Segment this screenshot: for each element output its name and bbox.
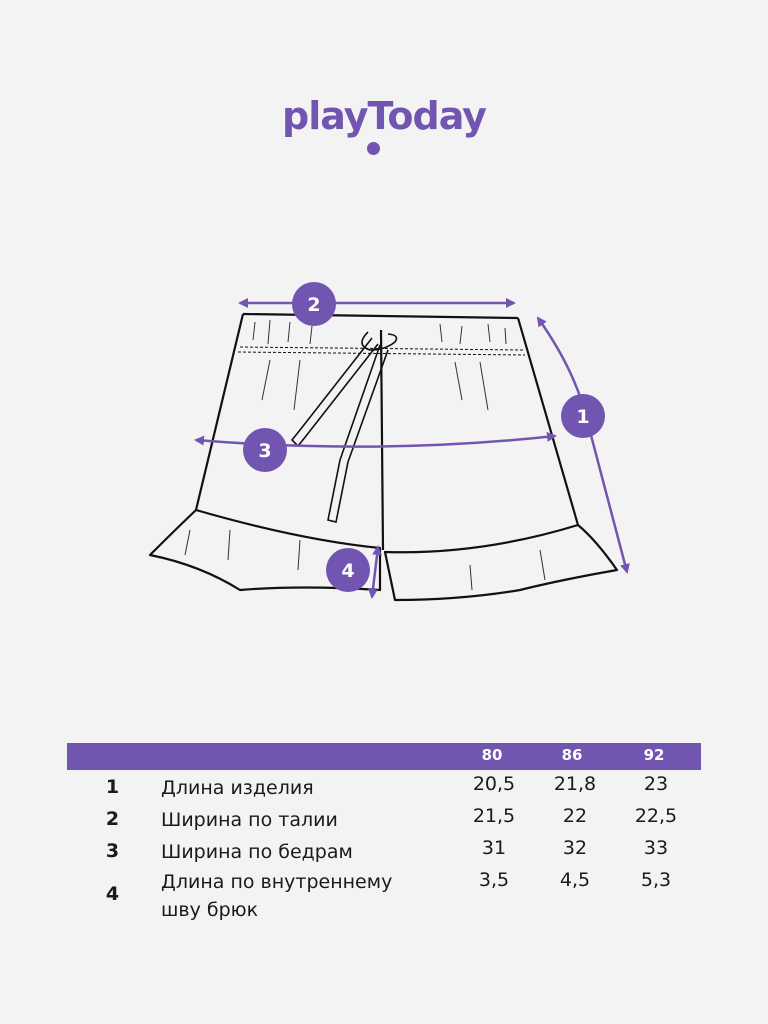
- shorts-outline: [148, 312, 619, 602]
- row-number: 4: [105, 883, 120, 905]
- svg-text:4: 4: [341, 560, 354, 582]
- svg-text:1: 1: [576, 406, 589, 428]
- row-number: 3: [105, 840, 120, 862]
- row-value: 32: [562, 837, 588, 859]
- row-value: 21,5: [472, 805, 516, 827]
- row-value: 22: [562, 805, 588, 827]
- row-value: 33: [643, 837, 669, 859]
- measure-line-1: [536, 316, 630, 574]
- row-value: 23: [643, 773, 669, 795]
- marker-4: 4: [326, 548, 370, 592]
- row-number: 1: [105, 776, 120, 798]
- svg-text:3: 3: [258, 440, 271, 462]
- row-label-line2: шву брюк: [161, 899, 259, 921]
- row-number: 2: [105, 808, 120, 830]
- marker-3: 3: [243, 428, 287, 472]
- svg-text:2: 2: [307, 294, 320, 316]
- size-col-80: 80: [481, 746, 503, 764]
- brand-logo: playToday: [282, 94, 487, 138]
- shorts-diagram: 2 3 1 4: [148, 282, 630, 602]
- row-label: Ширина по бедрам: [161, 841, 353, 863]
- marker-2: 2: [292, 282, 336, 326]
- marker-1: 1: [561, 394, 605, 438]
- row-label: Длина изделия: [161, 777, 314, 799]
- row-value: 4,5: [559, 869, 591, 891]
- size-col-86: 86: [561, 746, 583, 764]
- row-value: 3,5: [478, 869, 510, 891]
- row-label: Ширина по талии: [161, 809, 338, 831]
- row-value: 22,5: [634, 805, 678, 827]
- gather-lines: [184, 319, 546, 591]
- row-value: 20,5: [472, 773, 516, 795]
- row-label: Длина по внутреннему: [161, 871, 393, 893]
- logo-dot: [367, 142, 380, 155]
- size-col-92: 92: [643, 746, 665, 764]
- row-value: 21,8: [553, 773, 597, 795]
- row-value: 31: [481, 837, 507, 859]
- row-value: 5,3: [640, 869, 672, 891]
- measure-line-4: [367, 545, 383, 599]
- size-table-header: 80 86 92: [67, 743, 701, 770]
